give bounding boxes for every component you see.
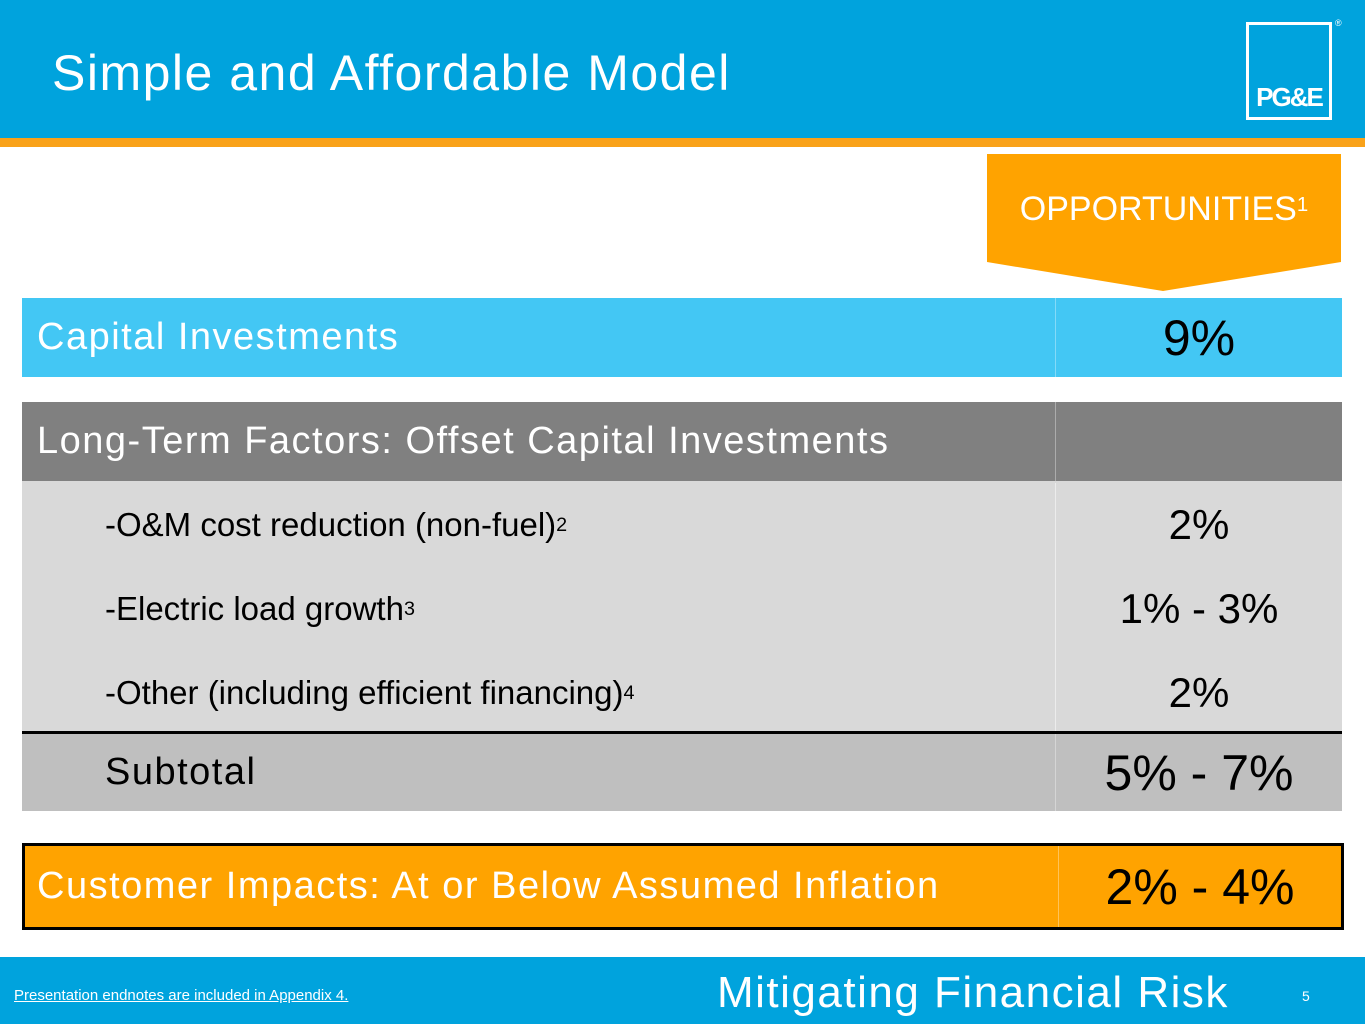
item-row: -O&M cost reduction (non-fuel) 2 2% <box>22 483 1342 567</box>
row-label: Capital Investments <box>37 316 400 358</box>
header-bar <box>0 0 1365 138</box>
subtotal-row: Subtotal 5% - 7% <box>22 734 1342 811</box>
endnote-link[interactable]: Presentation endnotes are included in Ap… <box>14 987 349 1004</box>
row-value: 5% - 7% <box>1055 734 1342 811</box>
logo-text: PG&E <box>1256 82 1324 112</box>
item-row: -Electric load growth 3 1% - 3% <box>22 567 1342 651</box>
row-value: 1% - 3% <box>1055 567 1342 651</box>
row-value: 2% <box>1055 651 1342 735</box>
long-term-header: Long-Term Factors: Offset Capital Invest… <box>22 402 1342 481</box>
items-block <box>22 481 1342 733</box>
item-label: -O&M cost reduction (non-fuel) <box>105 506 557 543</box>
section-title: Mitigating Financial Risk <box>717 968 1229 1017</box>
row-label: Long-Term Factors: Offset Capital Invest… <box>37 420 890 462</box>
row-label: Subtotal <box>105 751 257 793</box>
row-label: -O&M cost reduction (non-fuel) 2 <box>105 506 568 543</box>
row-value <box>1055 402 1342 481</box>
column-header-text: OPPORTUNITIES <box>1019 190 1297 228</box>
opportunities-banner <box>987 154 1341 291</box>
row-value: 2% - 4% <box>1058 846 1341 927</box>
registered-mark: ® <box>1335 18 1342 28</box>
item-label: -Other (including efficient financing) <box>105 674 624 711</box>
title: Simple and Affordable Model <box>52 45 731 101</box>
column-header: OPPORTUNITIES1 <box>987 190 1341 229</box>
customer-row: Customer Impacts: At or Below Assumed In… <box>22 843 1344 930</box>
footnote-ref: 1 <box>1296 194 1309 216</box>
header-rule <box>0 138 1365 147</box>
page-number: 5 <box>1302 988 1310 1004</box>
row-label: -Electric load growth 3 <box>105 590 415 627</box>
logo: PG&E <box>1246 22 1332 120</box>
item-label: -Electric load growth <box>105 590 404 627</box>
row-label: Customer Impacts: At or Below Assumed In… <box>37 865 940 907</box>
row-value: 9% <box>1055 298 1342 377</box>
footer-bar <box>0 957 1365 1024</box>
row-value: 2% <box>1055 483 1342 567</box>
capital-row: Capital Investments 9% <box>22 298 1342 377</box>
item-row: -Other (including efficient financing) 4 2… <box>22 651 1342 735</box>
row-label: -Other (including efficient financing) 4 <box>105 674 635 711</box>
subtotal-rule <box>22 731 1342 734</box>
